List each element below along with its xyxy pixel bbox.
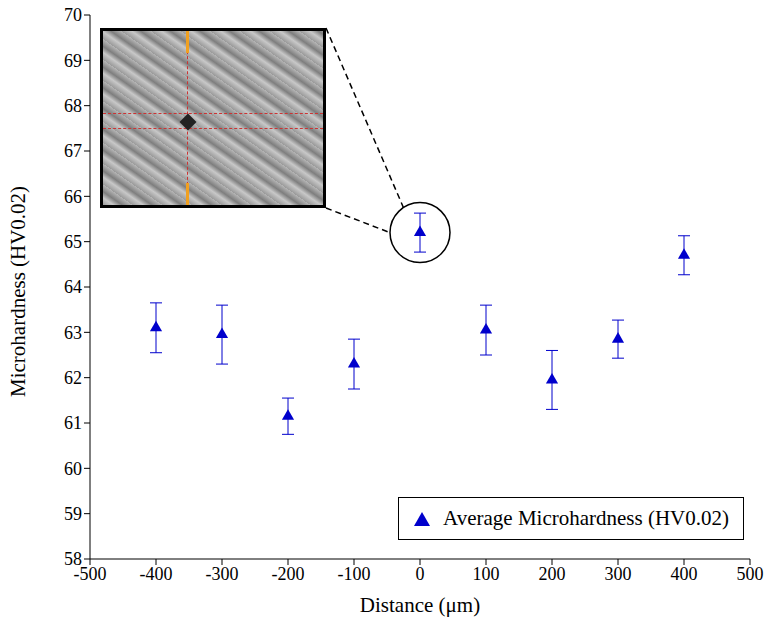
- svg-text:Distance (μm): Distance (μm): [360, 593, 480, 617]
- svg-text:58: 58: [64, 549, 82, 569]
- html-text:Average Microhardness (HV0.02): Average Microhardness (HV0.02): [443, 506, 729, 530]
- svg-text:0: 0: [416, 564, 425, 584]
- svg-text:62: 62: [64, 368, 82, 388]
- svg-text:64: 64: [64, 277, 82, 297]
- svg-text:200: 200: [539, 564, 566, 584]
- svg-text:500: 500: [737, 564, 764, 584]
- svg-text:59: 59: [64, 504, 82, 524]
- svg-text:69: 69: [64, 51, 82, 71]
- svg-text:-400: -400: [140, 564, 173, 584]
- svg-text:-300: -300: [206, 564, 239, 584]
- svg-text:-100: -100: [338, 564, 371, 584]
- svg-text:65: 65: [64, 232, 82, 252]
- svg-text:63: 63: [64, 323, 82, 343]
- svg-text:Microhardness (HV0.02): Microhardness (HV0.02): [6, 186, 30, 397]
- svg-text:300: 300: [605, 564, 632, 584]
- svg-text:70: 70: [64, 5, 82, 25]
- svg-text:400: 400: [671, 564, 698, 584]
- svg-text:68: 68: [64, 96, 82, 116]
- svg-text:-500: -500: [73, 563, 107, 584]
- svg-text:66: 66: [64, 187, 82, 207]
- svg-text:100: 100: [473, 564, 500, 584]
- svg-text:60: 60: [64, 459, 82, 479]
- svg-text:61: 61: [64, 413, 82, 433]
- svg-text:-200: -200: [272, 564, 305, 584]
- svg-text:67: 67: [64, 141, 82, 161]
